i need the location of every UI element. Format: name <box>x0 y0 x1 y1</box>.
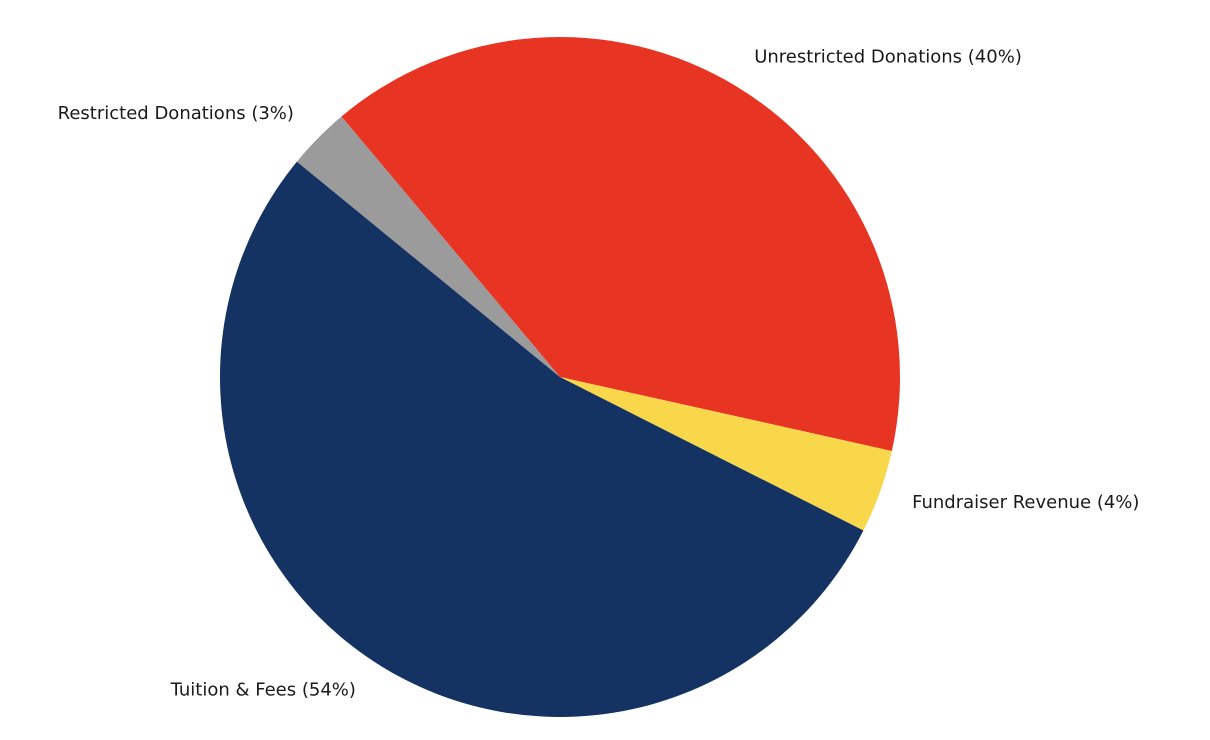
pie-label-fundraiser-revenue: Fundraiser Revenue (4%) <box>912 492 1139 513</box>
pie-label-unrestricted-donations: Unrestricted Donations (40%) <box>754 46 1022 67</box>
pie-slice-restricted-donations <box>296 116 560 377</box>
pie-label-restricted-donations: Restricted Donations (3%) <box>58 103 294 124</box>
pie-slice-unrestricted-donations <box>341 36 900 452</box>
pie-slice-fundraiser-revenue <box>560 377 892 531</box>
pie-slice-tuition-fees <box>219 161 864 718</box>
pie-label-tuition-fees: Tuition & Fees (54%) <box>170 679 356 700</box>
pie-labels: Unrestricted Donations (40%) Fundraiser R… <box>58 46 1140 700</box>
pie-slices <box>219 36 900 718</box>
